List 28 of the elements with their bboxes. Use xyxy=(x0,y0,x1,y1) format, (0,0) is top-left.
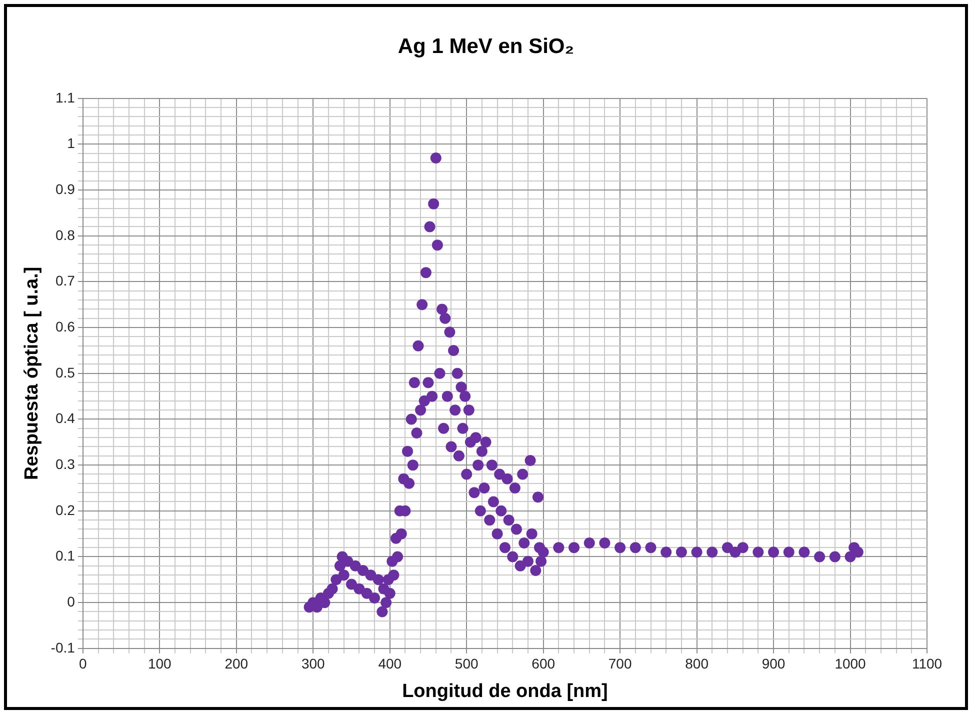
y-tick-label: 0.4 xyxy=(55,410,76,426)
y-tick-label: -0.1 xyxy=(50,639,76,656)
x-tick-label: 700 xyxy=(608,656,632,672)
y-tick-label: 0.1 xyxy=(55,548,76,564)
x-tick-label: 1100 xyxy=(912,656,942,672)
x-tick-label: 0 xyxy=(79,656,88,672)
y-tick-label: 0.8 xyxy=(55,226,76,243)
y-tick-label: 0.6 xyxy=(55,318,76,334)
x-tick-label: 100 xyxy=(148,656,172,672)
x-tick-label: 300 xyxy=(301,656,326,672)
y-tick-label: 1 xyxy=(67,135,76,152)
y-tick-label: 0.7 xyxy=(55,272,76,289)
x-tick-label: 800 xyxy=(685,656,709,672)
x-tick-label: 900 xyxy=(762,656,786,672)
y-tick-label: 0 xyxy=(67,593,76,610)
y-tick-label: 0.2 xyxy=(55,502,76,518)
y-tick-label: 0.5 xyxy=(55,364,76,380)
x-tick-label: 400 xyxy=(378,656,402,672)
y-tick-label: 0.9 xyxy=(55,180,76,197)
x-tick-label: 600 xyxy=(532,656,556,672)
x-tick-label: 1000 xyxy=(834,656,866,672)
y-tick-label: 1.1 xyxy=(55,89,76,106)
y-axis-title: Respuesta óptica [ u.a.] xyxy=(22,266,43,480)
x-tick-label: 200 xyxy=(224,656,248,672)
x-axis-title: Longitud de onda [nm] xyxy=(402,680,608,702)
x-tick-label: 500 xyxy=(454,656,478,672)
chart-title: Ag 1 MeV en SiO₂ xyxy=(396,35,576,59)
y-tick-label: 0.3 xyxy=(55,456,76,472)
